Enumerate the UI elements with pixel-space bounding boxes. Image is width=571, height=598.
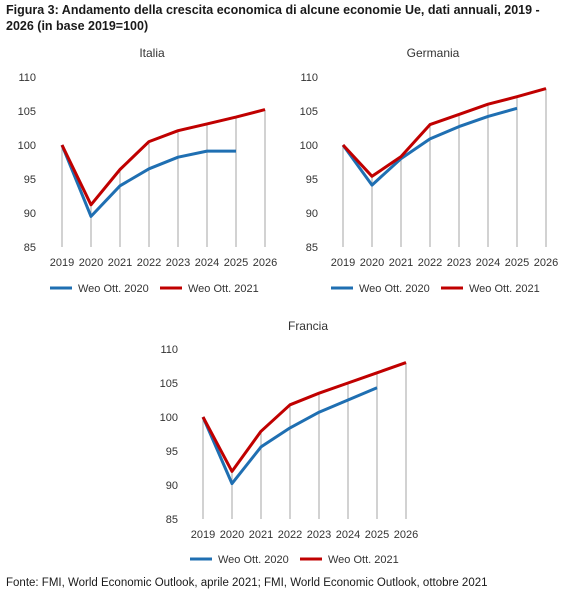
series-line-weo-2021 (60, 108, 266, 207)
legend-label: Weo Ott. 2021 (328, 554, 399, 566)
y-tick-label: 100 (160, 412, 178, 424)
x-tick-label: 2020 (79, 257, 103, 269)
y-tick-label: 95 (306, 174, 318, 186)
series-line-weo-2021 (341, 87, 547, 178)
x-tick-label: 2024 (195, 257, 219, 269)
x-tick-label: 2023 (166, 257, 190, 269)
series-line-weo-2020 (341, 106, 518, 187)
x-tick-label: 2020 (360, 257, 384, 269)
x-tick-label: 2024 (476, 257, 500, 269)
y-tick-label: 85 (24, 242, 36, 254)
series-line-weo-2020 (60, 144, 236, 218)
y-tick-label: 105 (300, 106, 318, 118)
legend-label: Weo Ott. 2020 (218, 554, 289, 566)
series-line-weo-2020 (201, 386, 378, 486)
chart-title: Italia (139, 46, 165, 60)
x-tick-label: 2021 (108, 257, 132, 269)
x-tick-label: 2022 (278, 529, 302, 541)
y-tick-label: 110 (300, 72, 318, 84)
x-tick-label: 2025 (505, 257, 529, 269)
x-tick-label: 2019 (331, 257, 355, 269)
y-tick-label: 100 (18, 140, 36, 152)
y-tick-label: 105 (160, 378, 178, 390)
x-tick-label: 2026 (534, 257, 558, 269)
x-tick-label: 2019 (50, 257, 74, 269)
legend-label: Weo Ott. 2021 (469, 283, 540, 295)
x-tick-label: 2019 (191, 529, 215, 541)
x-tick-label: 2023 (307, 529, 331, 541)
legend-label: Weo Ott. 2020 (359, 283, 430, 295)
x-tick-label: 2022 (137, 257, 161, 269)
y-tick-label: 105 (18, 106, 36, 118)
x-tick-label: 2022 (418, 257, 442, 269)
x-tick-label: 2024 (336, 529, 360, 541)
chart-title: Germania (407, 46, 460, 60)
y-tick-label: 95 (24, 174, 36, 186)
x-tick-label: 2025 (365, 529, 389, 541)
legend-label: Weo Ott. 2020 (78, 283, 149, 295)
y-tick-label: 100 (300, 140, 318, 152)
figure-title: Figura 3: Andamento della crescita econo… (6, 3, 540, 33)
x-tick-label: 2025 (224, 257, 248, 269)
figure-source: Fonte: FMI, World Economic Outlook, apri… (6, 577, 488, 589)
x-tick-label: 2023 (447, 257, 471, 269)
x-tick-label: 2021 (249, 529, 273, 541)
x-tick-label: 2020 (220, 529, 244, 541)
y-tick-label: 110 (18, 72, 36, 84)
x-tick-label: 2026 (253, 257, 277, 269)
legend-label: Weo Ott. 2021 (188, 283, 259, 295)
y-tick-label: 85 (306, 242, 318, 254)
chart-title: Francia (288, 319, 328, 333)
y-tick-label: 90 (166, 480, 178, 492)
x-tick-label: 2026 (394, 529, 418, 541)
y-tick-label: 95 (166, 446, 178, 458)
y-tick-label: 90 (306, 208, 318, 220)
y-tick-label: 90 (24, 208, 36, 220)
series-line-weo-2021 (201, 361, 407, 473)
y-tick-label: 110 (160, 344, 178, 356)
y-tick-label: 85 (166, 514, 178, 526)
x-tick-label: 2021 (389, 257, 413, 269)
